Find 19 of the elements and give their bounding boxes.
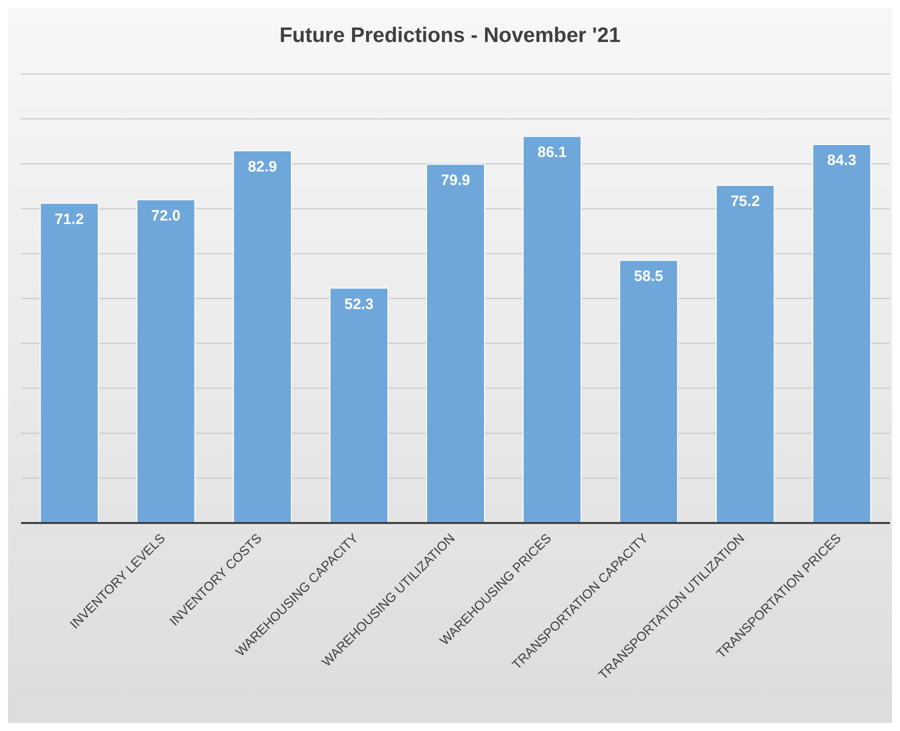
data-label: 75.2 — [730, 193, 760, 210]
bar — [522, 136, 582, 523]
data-label: 72.0 — [151, 207, 180, 224]
bar — [619, 260, 678, 523]
chart-title: Future Predictions - November '21 — [278, 23, 622, 49]
bar — [40, 202, 99, 523]
data-label: 84.3 — [827, 152, 856, 170]
bar — [232, 150, 292, 523]
bar — [812, 144, 872, 523]
data-label: 79.9 — [440, 172, 470, 189]
bar — [426, 164, 486, 523]
data-label: 86.1 — [537, 144, 567, 162]
bar — [716, 184, 775, 523]
bar — [329, 288, 388, 523]
data-label: 82.9 — [248, 158, 278, 176]
data-label: 52.3 — [344, 296, 374, 313]
data-label: 58.5 — [634, 268, 664, 285]
data-label: 71.2 — [54, 210, 84, 228]
bar — [136, 199, 196, 523]
